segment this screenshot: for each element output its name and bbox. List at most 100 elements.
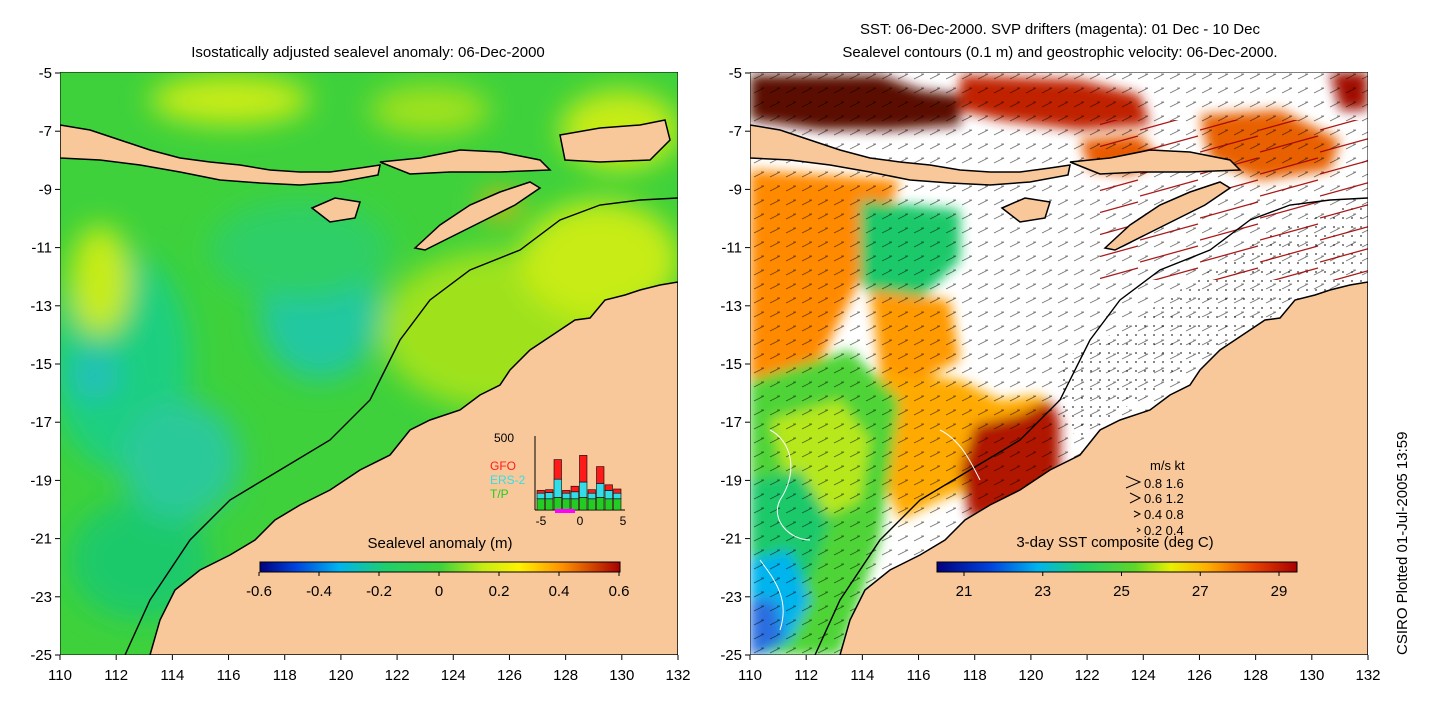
right-xtick-label: 110: [738, 667, 762, 684]
left-xtick-label: 132: [665, 667, 690, 684]
right-colorbar-label: 3-day SST composite (deg C): [1016, 534, 1213, 551]
inset-xtick-0: 0: [577, 514, 584, 528]
velocity-legend-row-0.4: 0.4 0.8: [1144, 507, 1184, 522]
right-map: [750, 72, 1368, 655]
left-ytick-label: -13: [30, 298, 52, 315]
inset-bar-gfo: [570, 485, 579, 493]
inset-bar-tp: [579, 497, 588, 511]
left-ytick-label: -15: [30, 356, 52, 373]
right-ytick-label: -13: [720, 298, 742, 315]
inset-bar-ers: [613, 492, 622, 500]
inset-bar-ers: [536, 492, 545, 500]
timor-left: [413, 181, 542, 251]
right-panel-title-line2: Sealevel contours (0.1 m) and geostrophi…: [842, 44, 1277, 61]
right-ytick-label: -9: [729, 181, 742, 198]
left-xtick-label: 122: [385, 667, 410, 684]
velocity-legend-arrow-0.6: [1129, 492, 1142, 504]
left-ytick-label: -25: [30, 647, 52, 664]
inset-bar-gfo: [553, 459, 562, 480]
inset-bar-ers: [596, 483, 605, 498]
right-xtick-label: 128: [1243, 667, 1268, 684]
inset-track-marker: [555, 509, 575, 513]
right-xtick-label: 116: [907, 667, 931, 684]
inset-bar-gfo: [596, 466, 605, 484]
right-xtick-label: 130: [1299, 667, 1324, 684]
right-ytick-label: -23: [720, 589, 742, 606]
left-ytick-label: -23: [30, 589, 52, 606]
left-ytick-label: -17: [30, 414, 52, 431]
inset-bar-ers: [579, 481, 588, 498]
timor-right: [1103, 181, 1232, 251]
right-ytick-label: -19: [720, 472, 742, 489]
left-axes: -5 -7 -9 -11 -13 -15 -17 -19 -21 -23 -25 110 112 114 1…: [30, 65, 690, 684]
left-colorbar-ramp: [259, 561, 621, 573]
sumba-left: [310, 197, 361, 223]
inset-bar-tp: [553, 497, 562, 511]
left-xtick-label: 120: [328, 667, 353, 684]
inset-bar-gfo: [613, 488, 622, 494]
flores-left: [559, 119, 671, 163]
left-colorbar-ticks: -0.6 -0.4 -0.2 0 0.2 0.4 0.6: [246, 572, 629, 600]
left-colorbar: Sealevel anomaly (m) -0.6 -0.4 -0.2 0 0.2 0.4…: [246, 535, 629, 600]
nusa-tenggara-right: [1069, 149, 1242, 175]
left-ytick-label: -11: [31, 240, 52, 257]
inset-bar-ers: [545, 492, 554, 500]
right-panel-title-line1: SST: 06-Dec-2000. SVP drifters (magenta)…: [860, 21, 1260, 38]
inset-bar-ers: [553, 478, 562, 498]
left-colorbar-tick-label: 0: [435, 583, 443, 600]
right-xtick-label: 126: [1187, 667, 1212, 684]
left-colorbar-tick-label: -0.2: [366, 583, 392, 600]
right-xtick-label: 118: [963, 667, 987, 684]
sealevel-contour-white: [759, 429, 981, 631]
right-ytick-label: -25: [720, 647, 742, 664]
inset-bar-tp: [562, 498, 571, 511]
right-xtick-label: 114: [850, 667, 874, 684]
right-axes: -5 -7 -9 -11 -13 -15 -17 -19 -21 -23 -25 110 112 114 1…: [720, 65, 1380, 684]
inset-bar-tp: [545, 498, 554, 511]
inset-bar-tp: [604, 498, 613, 511]
left-colorbar-tick-label: 0.6: [609, 583, 630, 600]
inset-bar-tp: [596, 497, 605, 511]
right-colorbar-tick-label: 23: [1034, 583, 1051, 600]
inset-bars: [536, 455, 622, 511]
velocity-legend-arrow-0.4: [1133, 510, 1142, 518]
inset-legend-gfo: GFO: [490, 459, 516, 473]
nusa-tenggara-left: [379, 149, 552, 175]
inset-bar-gfo: [579, 455, 588, 483]
left-xtick-label: 116: [217, 667, 241, 684]
left-colorbar-tick-label: 0.4: [549, 583, 570, 600]
inset-xtick-neg5: -5: [536, 514, 547, 528]
left-xtick-label: 118: [273, 667, 297, 684]
left-ytick-label: -9: [39, 181, 52, 198]
left-colorbar-label: Sealevel anomaly (m): [367, 535, 512, 552]
velocity-legend-arrow-0.8: [1125, 475, 1142, 489]
inset-xtick-5: 5: [620, 514, 627, 528]
credit-text: CSIRO Plotted 01-Jul-2005 13:59: [1394, 432, 1411, 655]
right-colorbar-tick-label: 29: [1271, 583, 1288, 600]
inset-bar-gfo: [604, 484, 613, 491]
right-colorbar-tick-label: 25: [1113, 583, 1130, 600]
right-xtick-label: 122: [1075, 667, 1100, 684]
shelf-contour-right: [814, 197, 1368, 655]
inset-legend-ers2: ERS-2: [490, 473, 526, 487]
right-xtick-label: 132: [1355, 667, 1380, 684]
velocity-legend-row-0.8: 0.8 1.6: [1144, 476, 1184, 491]
velocity-legend: m/s kt 0.8 1.6 0.6 1.2 0.4 0.8 0.2 0.4: [1125, 458, 1185, 538]
right-xtick-label: 124: [1131, 667, 1156, 684]
right-ytick-label: -15: [720, 356, 742, 373]
left-xtick-label: 124: [441, 667, 466, 684]
left-ytick-label: -7: [39, 123, 52, 140]
left-xtick-label: 112: [104, 667, 128, 684]
left-ytick-label: -21: [30, 531, 52, 548]
inset-legend-tp: T/P: [490, 487, 509, 501]
inset-bar-gfo: [545, 489, 554, 493]
inset-bar-ers: [570, 491, 579, 500]
velocity-legend-arrow-0.2: [1136, 527, 1141, 533]
shelf-contour-left: [124, 197, 678, 655]
left-colorbar-tick-label: -0.4: [306, 583, 332, 600]
left-xtick-label: 126: [497, 667, 522, 684]
right-xtick-label: 112: [794, 667, 818, 684]
velocity-legend-row-0.2: 0.2 0.4: [1144, 523, 1184, 538]
velocity-legend-row-0.6: 0.6 1.2: [1144, 491, 1184, 506]
